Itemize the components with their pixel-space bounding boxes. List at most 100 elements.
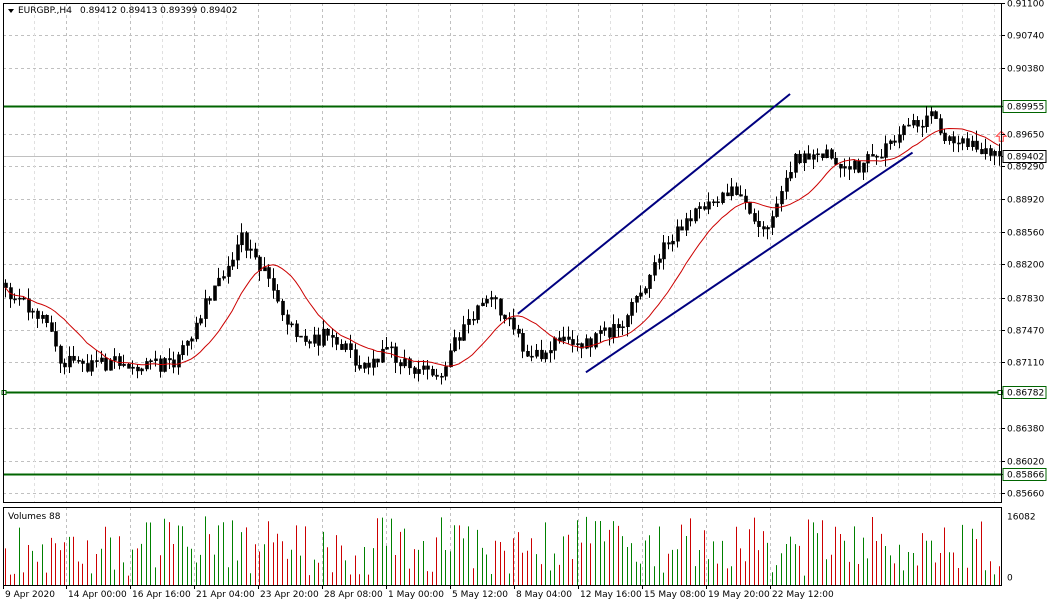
candle-body	[109, 360, 113, 371]
horizontal-levels[interactable]	[1, 105, 1003, 476]
candle-body	[830, 149, 834, 159]
candle-body	[122, 363, 126, 366]
price-tick-label: 0.86020	[1007, 458, 1044, 468]
candle-body	[363, 362, 367, 369]
candle-body	[286, 314, 290, 325]
candle-body	[422, 365, 426, 370]
price-tick-label: 0.89290	[1007, 163, 1044, 173]
candle-body	[993, 151, 997, 156]
candle-body	[608, 327, 612, 338]
candle-body	[907, 124, 911, 127]
time-tick-label: 14 Apr 00:00	[68, 590, 127, 600]
candle-body	[912, 120, 916, 126]
candle-body	[821, 153, 825, 159]
candle-body	[630, 301, 634, 316]
candle-body	[63, 362, 67, 368]
candle-body	[680, 226, 684, 231]
price-tick-label: 0.86782	[1007, 389, 1044, 399]
candle-body	[50, 322, 54, 332]
candle-body	[453, 337, 457, 352]
price-grid	[3, 3, 1001, 502]
candle-body	[472, 318, 476, 321]
candle-body	[59, 345, 63, 364]
chart-header: EURGBP.,H4 0.89412 0.89413 0.89399 0.894…	[8, 6, 237, 16]
candle-body	[281, 300, 285, 316]
candle-body	[925, 115, 929, 127]
candle-body	[744, 195, 748, 203]
candle-body	[966, 138, 970, 147]
candle-body	[340, 344, 344, 350]
triangle-down-icon[interactable]	[8, 9, 14, 13]
candle-body	[417, 369, 421, 374]
time-tick-label: 21 Apr 04:00	[196, 590, 255, 600]
price-tick-label: 0.89955	[1007, 103, 1044, 113]
candle-body	[589, 338, 593, 348]
time-tick-label: 22 May 12:00	[772, 590, 834, 600]
candle-body	[72, 355, 76, 361]
candle-body	[766, 227, 770, 230]
candle-body	[499, 298, 503, 316]
candle-body	[893, 140, 897, 143]
price-label-box	[1002, 468, 1047, 481]
candle-body	[884, 143, 888, 158]
candle-body	[952, 136, 956, 144]
candlesticks	[4, 105, 1002, 385]
candle-body	[172, 359, 176, 368]
candle-body	[735, 186, 739, 195]
candle-body	[948, 136, 952, 141]
candle-body	[349, 343, 353, 351]
candle-body	[916, 120, 920, 127]
candle-body	[331, 335, 335, 338]
candle-body	[553, 337, 557, 351]
candle-body	[612, 324, 616, 338]
candle-body	[594, 333, 598, 348]
price-tick-label: 0.86380	[1007, 425, 1044, 435]
candle-body	[857, 160, 861, 173]
candle-body	[658, 258, 662, 263]
candle-body	[866, 154, 870, 164]
candle-body	[490, 297, 494, 300]
candle-body	[372, 358, 376, 368]
candle-body	[258, 256, 262, 272]
candle-body	[104, 357, 108, 371]
candle-body	[785, 177, 789, 192]
candle-body	[304, 335, 308, 342]
candle-body	[458, 337, 462, 341]
candle-body	[376, 358, 380, 363]
candle-body	[213, 285, 217, 301]
price-tick-label: 0.88560	[1007, 229, 1044, 239]
channel-line-upper[interactable]	[517, 93, 791, 315]
candle-body	[843, 166, 847, 169]
candle-body	[413, 367, 417, 374]
candle-body	[862, 162, 866, 173]
candle-body	[934, 111, 938, 119]
candle-body	[290, 323, 294, 326]
candle-body	[825, 149, 829, 159]
candle-body	[961, 138, 965, 144]
candle-body	[562, 336, 566, 342]
candle-body	[685, 218, 689, 231]
candle-body	[921, 125, 925, 128]
ohlc-values: 0.89412 0.89413 0.89399 0.89402	[80, 6, 237, 16]
candle-body	[530, 355, 534, 358]
candle-body	[526, 351, 530, 357]
candle-body	[136, 366, 140, 372]
channel-line-lower[interactable]	[585, 151, 914, 374]
price-tick-label: 0.88920	[1007, 196, 1044, 206]
candle-body	[789, 172, 793, 179]
candle-body	[299, 335, 303, 338]
candle-body	[27, 298, 31, 313]
price-panel-frame	[3, 3, 1002, 503]
candle-body	[190, 338, 194, 342]
candle-body	[798, 153, 802, 164]
candle-body	[930, 111, 934, 117]
candle-body	[980, 149, 984, 155]
volume-label: Volumes 88	[8, 512, 61, 522]
volume-grid	[66, 507, 771, 585]
candle-body	[875, 155, 879, 158]
candle-body	[367, 362, 371, 368]
price-tick-label: 0.87830	[1007, 295, 1044, 305]
candle-body	[653, 262, 657, 276]
symbol-timeframe: EURGBP.,H4	[18, 6, 72, 16]
